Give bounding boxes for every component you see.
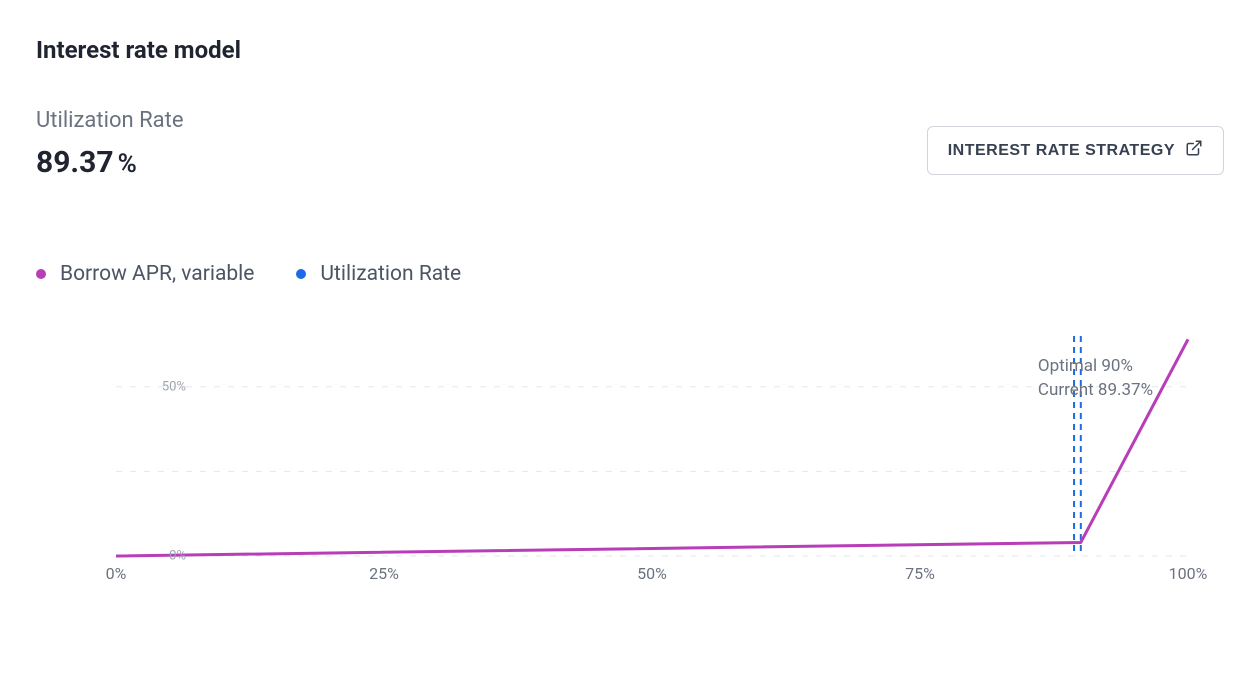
legend-dot-utilization (296, 269, 306, 279)
legend-dot-borrow-apr (36, 269, 46, 279)
vline-label-current: Current 89.37% (1038, 380, 1153, 400)
chart-legend: Borrow APR, variable Utilization Rate (36, 262, 1224, 286)
interest-rate-strategy-button[interactable]: INTEREST RATE STRATEGY (927, 126, 1224, 175)
legend-label-utilization: Utilization Rate (320, 262, 461, 286)
section-title: Interest rate model (36, 36, 1224, 64)
x-tick-label: 0% (106, 564, 127, 583)
vline-label-optimal: Optimal 90% (1038, 356, 1133, 376)
interest-rate-strategy-label: INTEREST RATE STRATEGY (948, 142, 1175, 160)
metric-value-unit: % (118, 149, 137, 179)
external-link-icon (1185, 139, 1203, 162)
legend-item-utilization: Utilization Rate (296, 262, 461, 286)
y-tick-label: 0% (169, 549, 186, 564)
legend-label-borrow-apr: Borrow APR, variable (60, 262, 254, 286)
metric-value-number: 89.37 (36, 145, 114, 180)
metric-value: 89.37% (36, 145, 183, 180)
x-tick-label: 25% (369, 564, 399, 583)
legend-item-borrow-apr: Borrow APR, variable (36, 262, 254, 286)
x-tick-label: 75% (905, 564, 935, 583)
y-tick-label: 50% (162, 379, 186, 394)
interest-rate-chart: 0% 50% 0% 25% 50% 75% 100% Optimal 90% Current 8… (36, 336, 1224, 586)
metric-label: Utilization Rate (36, 108, 183, 133)
x-tick-label: 50% (637, 564, 667, 583)
x-tick-label: 100% (1169, 564, 1208, 583)
